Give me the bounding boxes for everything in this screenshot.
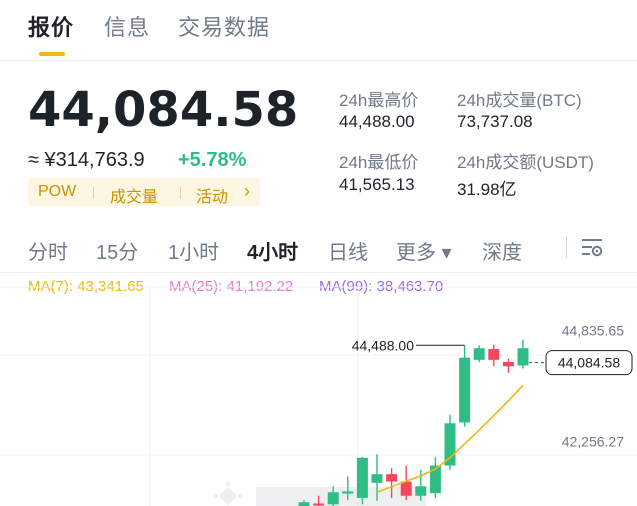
candle-body — [444, 423, 456, 466]
candle-body — [400, 481, 412, 496]
last-price-box — [545, 350, 633, 376]
candle-body — [327, 492, 339, 505]
tag-bar: POW 成交量 活动 › — [28, 178, 260, 206]
interval-1h[interactable]: 1小时 — [168, 242, 220, 264]
low-24h-label: 24h最低价 — [339, 153, 419, 172]
candle-body — [356, 457, 368, 498]
logo-watermark-icon — [213, 481, 426, 506]
high-marker-label: 44,488.00 — [352, 337, 414, 353]
candle-body — [371, 474, 383, 483]
active-tab-indicator — [39, 52, 65, 56]
tab-depth[interactable]: 深度 — [482, 242, 522, 264]
volume-btc-label: 24h成交量(BTC) — [457, 91, 582, 110]
candle-body — [488, 349, 500, 360]
tab-quote[interactable]: 报价 — [28, 15, 75, 40]
last-price-label: 44,084.58 — [558, 355, 620, 371]
interval-more-dropdown[interactable]: 更多 ▾ — [396, 242, 452, 264]
candle-body — [429, 465, 441, 494]
interval-4h[interactable]: 4小时 — [247, 242, 299, 264]
tag-volume[interactable]: 成交量 — [110, 189, 159, 206]
candle-body — [298, 502, 310, 506]
high-24h-label: 24h最高价 — [339, 91, 419, 110]
interval-selector: 分时 15分 1小时 4小时 日线 更多 ▾ 深度 — [0, 228, 637, 268]
divider — [0, 60, 637, 61]
divider — [93, 187, 94, 199]
top-tabs: 报价 信息 交易数据 — [0, 0, 637, 58]
high-24h-value: 44,488.00 — [339, 112, 415, 131]
interval-1d[interactable]: 日线 — [328, 242, 368, 264]
candle-body — [517, 348, 529, 366]
candle-body — [473, 348, 485, 360]
volume-usdt-label: 24h成交额(USDT) — [457, 153, 594, 172]
low-24h-value: 41,565.13 — [339, 175, 415, 194]
volume-usdt-value: 31.98亿 — [457, 180, 517, 199]
divider — [566, 236, 567, 258]
candle-body — [459, 357, 471, 423]
candle-body — [415, 486, 427, 496]
candlestick-chart[interactable]: 44,488.00 44,084.58 44,835.65 42,256.27 — [0, 273, 637, 506]
candle-body — [502, 362, 514, 367]
candle-body — [342, 491, 354, 494]
chevron-right-icon[interactable]: › — [244, 181, 250, 201]
tab-info[interactable]: 信息 — [104, 15, 151, 40]
divider — [180, 187, 181, 199]
last-price: 44,084.58 — [28, 82, 299, 138]
cny-price: ≈ ¥314,763.9 — [28, 149, 145, 171]
y-axis-label: 42,256.27 — [562, 434, 624, 450]
candle-body — [313, 503, 325, 506]
volume-btc-value: 73,737.08 — [457, 112, 533, 131]
tab-trading-data[interactable]: 交易数据 — [178, 15, 271, 40]
price-change-percent: +5.78% — [178, 149, 247, 171]
candle-body — [386, 474, 398, 482]
interval-timeshare[interactable]: 分时 — [28, 242, 68, 264]
interval-15m[interactable]: 15分 — [96, 242, 139, 264]
ma7-line — [376, 384, 524, 494]
tag-pow[interactable]: POW — [38, 183, 77, 200]
divider — [0, 272, 637, 273]
y-axis-label: 44,835.65 — [562, 322, 624, 338]
tag-activity[interactable]: 活动 — [196, 189, 229, 206]
chart-settings-icon[interactable] — [580, 236, 604, 260]
